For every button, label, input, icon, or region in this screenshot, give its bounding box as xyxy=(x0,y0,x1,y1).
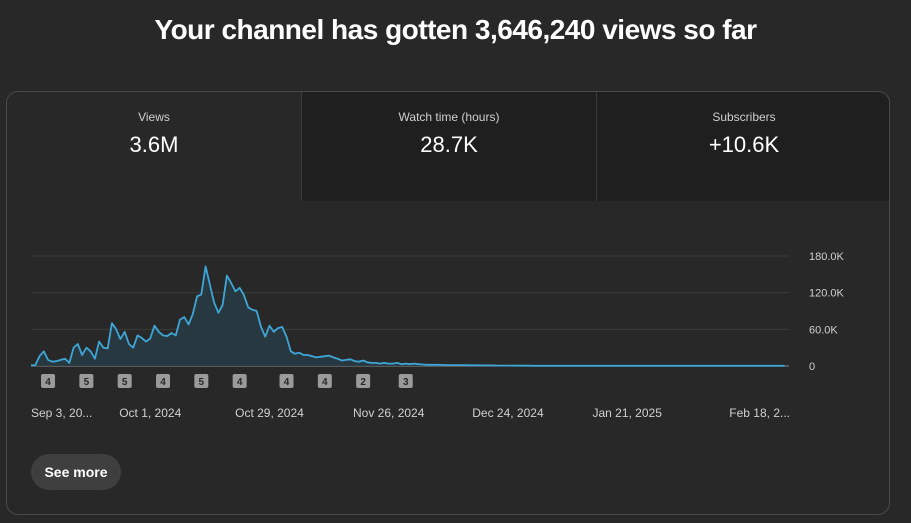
annotation-badge-count: 2 xyxy=(360,377,366,388)
metric-value-watch-time: 28.7K xyxy=(420,132,478,157)
page-headline: Your channel has gotten 3,646,240 views … xyxy=(154,14,757,45)
annotation-badge-count: 3 xyxy=(403,377,409,388)
x-tick-label: Nov 26, 2024 xyxy=(353,406,425,420)
views-chart[interactable]: 180.0K 120.0K 60.0K 0 Sep 3, 20... Oct 1, 202… xyxy=(7,92,890,514)
x-tick-label: Feb 18, 2... xyxy=(729,406,790,420)
annotation-badge xyxy=(156,374,171,388)
y-tick-label: 180.0K xyxy=(809,251,845,263)
annotation-badge-count: 4 xyxy=(160,377,166,388)
metric-label-watch-time: Watch time (hours) xyxy=(398,110,500,124)
annotation-badge xyxy=(279,374,294,388)
metric-label-views: Views xyxy=(138,110,170,124)
tab-watch-time[interactable]: Watch time (hours) 28.7K xyxy=(301,92,596,201)
see-more-button[interactable]: See more xyxy=(31,454,121,490)
annotation-badge-count: 4 xyxy=(45,377,51,388)
annotation-badge xyxy=(194,374,209,388)
tab-views[interactable]: Views 3.6M xyxy=(7,92,301,201)
metric-value-views: 3.6M xyxy=(129,132,179,157)
annotation-badge xyxy=(79,374,94,388)
annotation-badge-count: 5 xyxy=(199,377,205,388)
analytics-card: Views 3.6M Watch time (hours) 28.7K Subs… xyxy=(6,91,890,515)
annotation-badge xyxy=(41,374,56,388)
annotation-badge xyxy=(356,374,371,388)
x-tick-label: Oct 29, 2024 xyxy=(235,406,304,420)
annotation-badge xyxy=(117,374,132,388)
annotation-badge xyxy=(232,374,247,388)
annotation-badge-count: 4 xyxy=(284,377,290,388)
annotation-badge-count: 5 xyxy=(122,377,128,388)
tab-subscribers[interactable]: Subscribers +10.6K xyxy=(596,92,889,201)
x-tick-label: Jan 21, 2025 xyxy=(592,406,662,420)
metric-label-subscribers: Subscribers xyxy=(712,110,776,124)
annotation-badge-count: 4 xyxy=(322,377,328,388)
annotation-badge xyxy=(317,374,332,388)
y-tick-label: 60.0K xyxy=(809,324,838,336)
metric-value-subscribers: +10.6K xyxy=(708,132,780,157)
metric-tabs: Views 3.6M Watch time (hours) 28.7K Subs… xyxy=(7,92,889,201)
annotation-badge xyxy=(398,374,413,388)
series-area xyxy=(31,266,785,366)
x-tick-label: Oct 1, 2024 xyxy=(119,406,181,420)
x-tick-label: Sep 3, 20... xyxy=(31,406,92,420)
annotation-badge-count: 4 xyxy=(237,377,243,388)
y-tick-label: 0 xyxy=(809,361,815,373)
x-tick-label: Dec 24, 2024 xyxy=(472,406,544,420)
series-line xyxy=(30,265,785,367)
y-tick-label: 120.0K xyxy=(809,288,845,300)
annotation-badge-count: 5 xyxy=(84,377,90,388)
